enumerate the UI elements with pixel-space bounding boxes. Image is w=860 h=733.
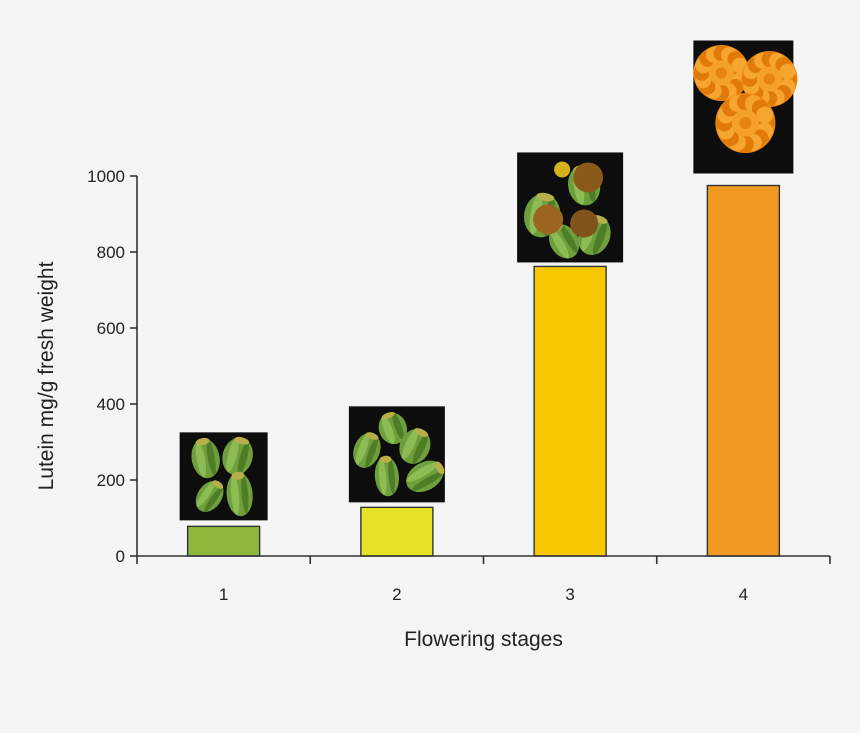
- x-tick-label: 2: [392, 585, 401, 604]
- bud-shape: [378, 411, 408, 445]
- flower-shape: [715, 93, 776, 153]
- stage-photo-2: [348, 406, 445, 503]
- bud-shape: [353, 432, 381, 468]
- y-tick-label: 0: [116, 547, 125, 566]
- bar-stage-3: [533, 265, 607, 557]
- stage-photos: [179, 40, 798, 521]
- bars-layer: [186, 184, 781, 557]
- y-ticks: 0 200 400 600 800 1000: [87, 167, 137, 566]
- y-tick-label: 200: [97, 471, 125, 490]
- y-tick-label: 800: [97, 243, 125, 262]
- y-axis-title: Lutein mg/g fresh weight: [35, 261, 58, 490]
- x-tick-label: 4: [739, 585, 748, 604]
- x-ticks: 1 2 3 4: [136, 556, 831, 604]
- bar-stage-4: [706, 184, 781, 557]
- bud-shape: [406, 460, 445, 493]
- bud-shape: [399, 428, 431, 464]
- photo-background: [179, 432, 268, 521]
- bud-shape: [374, 455, 399, 497]
- y-tick-label: 400: [97, 395, 125, 414]
- x-axis-title: Flowering stages: [404, 628, 563, 651]
- y-tick-label: 600: [97, 319, 125, 338]
- stage-photo-1: [179, 432, 268, 521]
- stage-photo-4: [693, 40, 798, 174]
- bud-shape: [191, 437, 220, 479]
- bud-shape: [222, 436, 253, 476]
- bar-stage-2: [360, 506, 434, 557]
- x-tick-label: 1: [219, 585, 228, 604]
- bud-shape: [226, 471, 253, 517]
- bar-stage-1: [186, 525, 261, 557]
- bud-shape: [195, 480, 224, 512]
- x-tick-label: 3: [565, 585, 574, 604]
- y-tick-label: 1000: [87, 167, 125, 186]
- stage-photo-3: [517, 152, 624, 263]
- flower-shape: [693, 45, 750, 101]
